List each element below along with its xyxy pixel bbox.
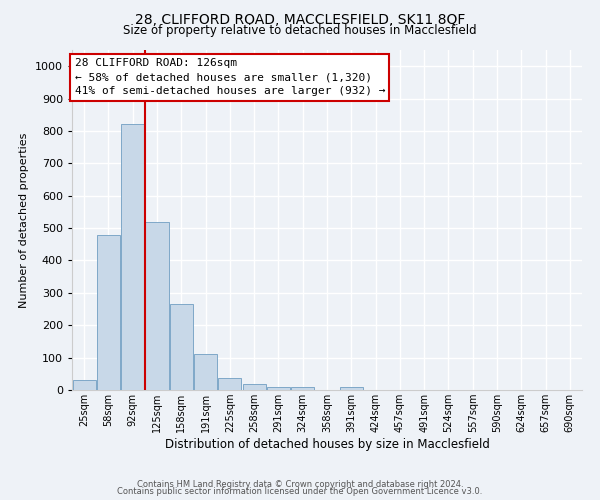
- Text: 28, CLIFFORD ROAD, MACCLESFIELD, SK11 8QF: 28, CLIFFORD ROAD, MACCLESFIELD, SK11 8Q…: [135, 12, 465, 26]
- Bar: [97, 234, 120, 390]
- X-axis label: Distribution of detached houses by size in Macclesfield: Distribution of detached houses by size …: [164, 438, 490, 451]
- Bar: [194, 354, 217, 390]
- Bar: [291, 388, 314, 390]
- Bar: [170, 304, 193, 390]
- Bar: [340, 388, 363, 390]
- Bar: [73, 380, 95, 390]
- Text: 28 CLIFFORD ROAD: 126sqm
← 58% of detached houses are smaller (1,320)
41% of sem: 28 CLIFFORD ROAD: 126sqm ← 58% of detach…: [74, 58, 385, 96]
- Y-axis label: Number of detached properties: Number of detached properties: [19, 132, 29, 308]
- Bar: [267, 387, 290, 390]
- Bar: [145, 222, 169, 390]
- Bar: [121, 124, 144, 390]
- Bar: [218, 378, 241, 390]
- Bar: [242, 384, 266, 390]
- Text: Contains public sector information licensed under the Open Government Licence v3: Contains public sector information licen…: [118, 487, 482, 496]
- Text: Size of property relative to detached houses in Macclesfield: Size of property relative to detached ho…: [123, 24, 477, 37]
- Text: Contains HM Land Registry data © Crown copyright and database right 2024.: Contains HM Land Registry data © Crown c…: [137, 480, 463, 489]
